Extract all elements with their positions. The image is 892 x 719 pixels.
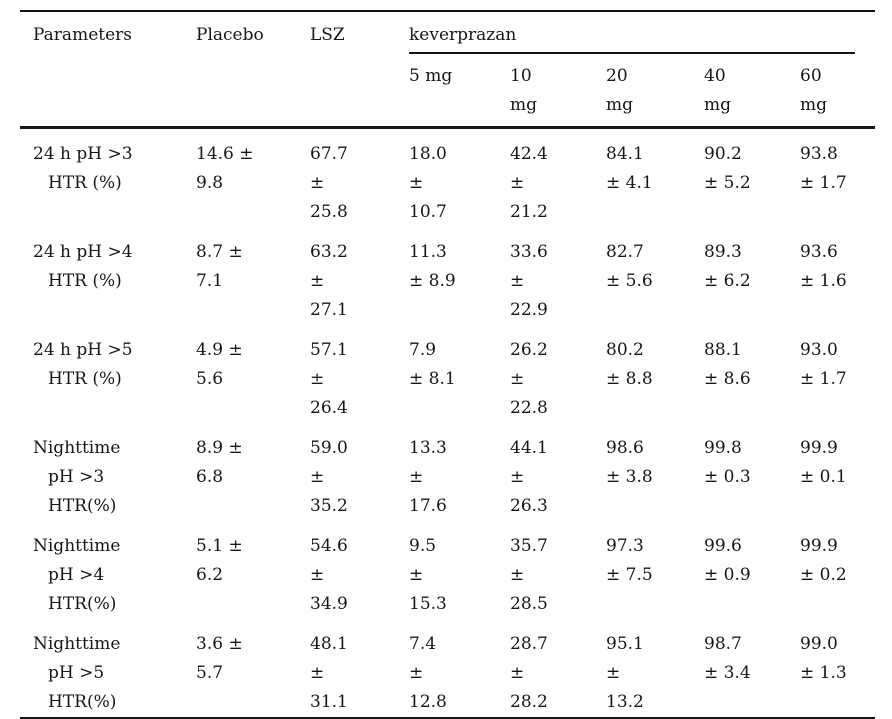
value-cell: 88.1 ± 8.6 <box>704 339 751 389</box>
value-cell: 97.3 ± 7.5 <box>606 535 653 585</box>
value-cell: 90.2 ± 5.2 <box>704 143 751 193</box>
value-cell: 54.6 ± 34.9 <box>310 535 348 614</box>
value-cell: 98.6 ± 3.8 <box>606 437 653 487</box>
col-header-lsz: LSZ <box>310 11 409 129</box>
keverprazan-spanner-rule <box>409 52 855 54</box>
col-header-keverprazan-group: keverprazan <box>409 11 875 54</box>
header-row-doses: 5 mg 10 mg 20 mg 40 mg 60 mg <box>20 54 875 129</box>
value-cell: 82.7 ± 5.6 <box>606 241 653 291</box>
value-cell: 4.9 ± 5.6 <box>196 339 243 389</box>
value-cell: 93.6 ± 1.6 <box>800 241 847 291</box>
value-cell: 57.1 ± 26.4 <box>310 339 348 418</box>
value-cell: 80.2 ± 8.8 <box>606 339 653 389</box>
col-header-placebo: Placebo <box>196 11 310 129</box>
value-cell: 89.3 ± 6.2 <box>704 241 751 291</box>
col-header-dose-60mg: 60 mg <box>800 54 875 129</box>
value-cell: 95.1 ± 13.2 <box>606 633 644 712</box>
col-header-parameters: Parameters <box>20 11 196 129</box>
col-header-dose-40mg: 40 mg <box>704 54 800 129</box>
value-cell: 3.6 ± 5.7 <box>196 633 243 683</box>
table-row: Nighttime pH >4 HTR(%) 5.1 ± 6.2 54.6 ± … <box>20 521 875 619</box>
table-body: 24 h pH >3 HTR (%) 14.6 ± 9.8 67.7 ± 25.… <box>20 127 875 718</box>
header-row-groups: Parameters Placebo LSZ keverprazan <box>20 11 875 129</box>
param-cell: 24 h pH >5 HTR (%) <box>33 339 133 389</box>
value-cell: 28.7 ± 28.2 <box>510 633 548 712</box>
value-cell: 99.9 ± 0.1 <box>800 437 847 487</box>
table-row: Nighttime pH >5 HTR(%) 3.6 ± 5.7 48.1 ± … <box>20 619 875 718</box>
value-cell: 44.1 ± 26.3 <box>510 437 548 516</box>
value-cell: 99.0 ± 1.3 <box>800 633 847 683</box>
value-cell: 59.0 ± 35.2 <box>310 437 348 516</box>
results-table: Parameters Placebo LSZ keverprazan 5 mg … <box>20 10 875 719</box>
value-cell: 99.6 ± 0.9 <box>704 535 751 585</box>
keverprazan-label: keverprazan <box>409 25 517 45</box>
param-cell: 24 h pH >4 HTR (%) <box>33 241 133 291</box>
value-cell: 93.8 ± 1.7 <box>800 143 847 193</box>
table-head: Parameters Placebo LSZ keverprazan 5 mg … <box>20 11 875 129</box>
value-cell: 35.7 ± 28.5 <box>510 535 548 614</box>
value-cell: 7.4 ± 12.8 <box>409 633 447 712</box>
value-cell: 8.9 ± 6.8 <box>196 437 243 487</box>
value-cell: 7.9 ± 8.1 <box>409 339 456 389</box>
value-cell: 84.1 ± 4.1 <box>606 143 653 193</box>
value-cell: 8.7 ± 7.1 <box>196 241 243 291</box>
value-cell: 14.6 ± 9.8 <box>196 143 254 193</box>
col-header-dose-5mg: 5 mg <box>409 54 510 129</box>
table-row: 24 h pH >4 HTR (%) 8.7 ± 7.1 63.2 ± 27.1… <box>20 227 875 325</box>
param-cell: Nighttime pH >4 HTR(%) <box>33 535 121 614</box>
value-cell: 5.1 ± 6.2 <box>196 535 243 585</box>
value-cell: 99.9 ± 0.2 <box>800 535 847 585</box>
value-cell: 42.4 ± 21.2 <box>510 143 548 222</box>
value-cell: 67.7 ± 25.8 <box>310 143 348 222</box>
value-cell: 9.5 ± 15.3 <box>409 535 447 614</box>
col-header-dose-20mg: 20 mg <box>606 54 704 129</box>
table-row: 24 h pH >5 HTR (%) 4.9 ± 5.6 57.1 ± 26.4… <box>20 325 875 423</box>
param-cell: 24 h pH >3 HTR (%) <box>33 143 133 193</box>
value-cell: 63.2 ± 27.1 <box>310 241 348 320</box>
param-cell: Nighttime pH >5 HTR(%) <box>33 633 121 712</box>
value-cell: 93.0 ± 1.7 <box>800 339 847 389</box>
col-header-dose-10mg: 10 mg <box>510 54 606 129</box>
value-cell: 13.3 ± 17.6 <box>409 437 447 516</box>
value-cell: 99.8 ± 0.3 <box>704 437 751 487</box>
table-row: Nighttime pH >3 HTR(%) 8.9 ± 6.8 59.0 ± … <box>20 423 875 521</box>
value-cell: 48.1 ± 31.1 <box>310 633 348 712</box>
value-cell: 26.2 ± 22.8 <box>510 339 548 418</box>
param-cell: Nighttime pH >3 HTR(%) <box>33 437 121 516</box>
table-row: 24 h pH >3 HTR (%) 14.6 ± 9.8 67.7 ± 25.… <box>20 127 875 227</box>
value-cell: 98.7 ± 3.4 <box>704 633 751 683</box>
value-cell: 11.3 ± 8.9 <box>409 241 456 291</box>
value-cell: 33.6 ± 22.9 <box>510 241 548 320</box>
value-cell: 18.0 ± 10.7 <box>409 143 447 222</box>
